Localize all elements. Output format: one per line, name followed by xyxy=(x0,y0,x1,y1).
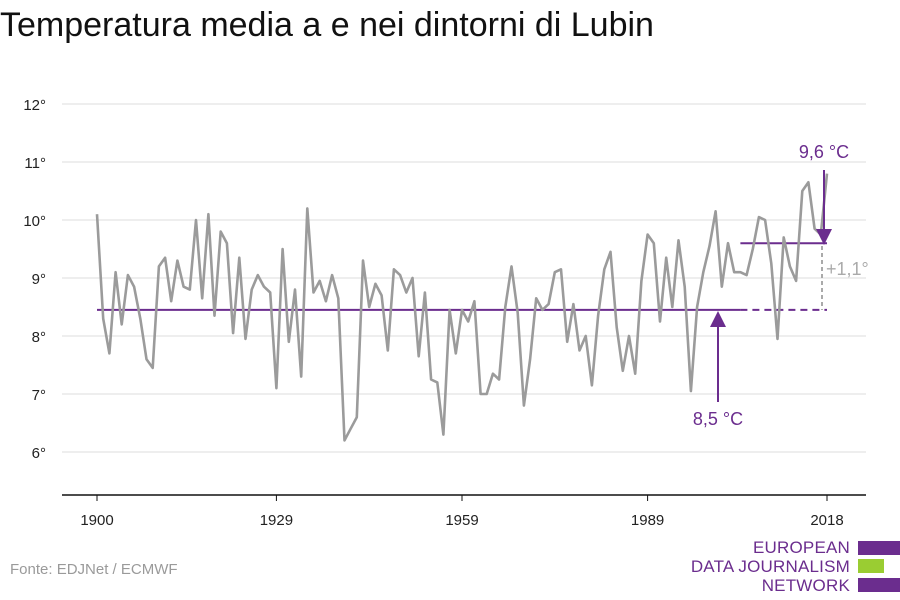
logo-bar-purple-1 xyxy=(858,541,900,555)
y-tick-label: 10° xyxy=(23,213,46,230)
annotations: 8,5 °C 9,6 °C +1,1° xyxy=(693,142,869,429)
logo-bar-purple-2 xyxy=(858,578,900,592)
y-axis-ticks: 6° 7° 8° 9° 10° 11° 12° xyxy=(23,97,46,462)
gridlines xyxy=(62,103,866,453)
baseline-label: 8,5 °C xyxy=(693,409,743,429)
x-axis: 1900 1929 1959 1989 2018 xyxy=(62,494,866,529)
delta-label: +1,1° xyxy=(826,259,869,279)
y-tick-label: 11° xyxy=(24,155,46,172)
series-layer xyxy=(95,173,829,442)
y-tick-label: 7° xyxy=(32,387,46,404)
logo-line-3: NETWORK xyxy=(761,576,850,595)
x-tick-label: 1989 xyxy=(631,512,664,529)
x-tick-label: 2018 xyxy=(810,512,843,529)
logo-line-2: DATA JOURNALISM xyxy=(690,557,850,576)
y-tick-label: 9° xyxy=(32,271,46,288)
edjnet-logo: EUROPEAN DATA JOURNALISM NETWORK xyxy=(691,538,900,600)
y-tick-label: 6° xyxy=(32,445,46,462)
x-tick-label: 1900 xyxy=(80,512,113,529)
logo-line-1: EUROPEAN xyxy=(752,538,850,557)
x-tick-label: 1959 xyxy=(445,512,478,529)
y-tick-label: 8° xyxy=(32,329,46,346)
source-credit: Fonte: EDJNet / ECMWF xyxy=(10,561,178,578)
recent-label: 9,6 °C xyxy=(799,142,849,162)
y-tick-label: 12° xyxy=(23,97,46,114)
chart-title: Temperatura media a e nei dintorni di Lu… xyxy=(0,6,654,44)
x-tick-label: 1929 xyxy=(260,512,293,529)
logo-bar-green xyxy=(858,559,884,573)
temperature-series-line xyxy=(95,173,829,442)
